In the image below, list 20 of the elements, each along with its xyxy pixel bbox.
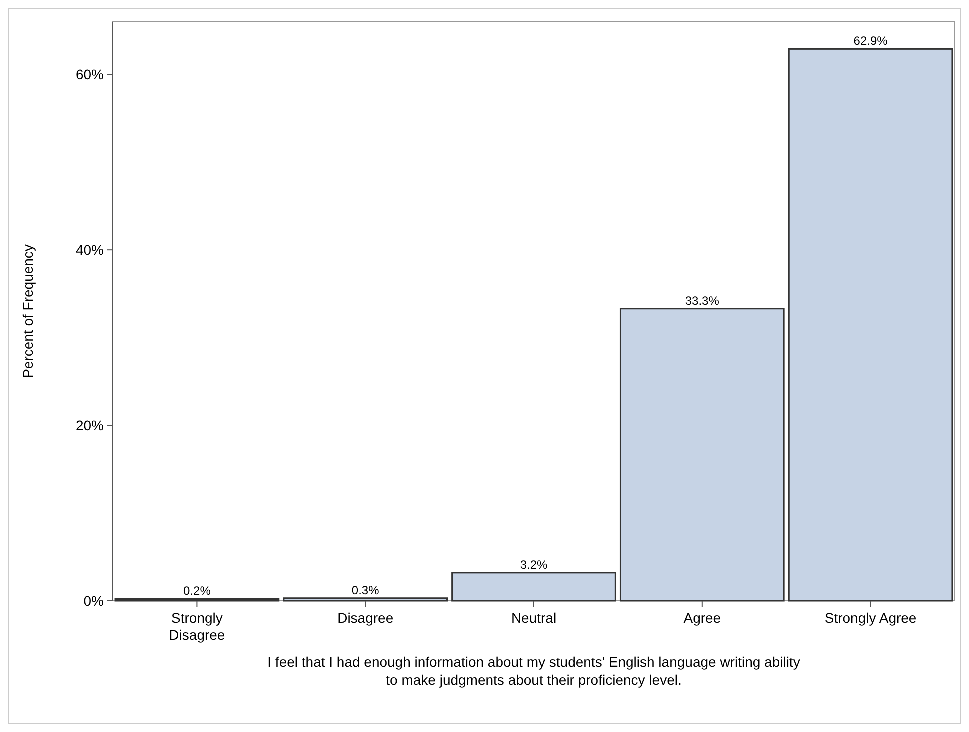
y-tick-label: 0% xyxy=(84,592,104,609)
data-label: 33.3% xyxy=(685,294,720,308)
data-label: 0.3% xyxy=(352,583,380,598)
x-tick-label: Strongly Agree xyxy=(824,610,917,626)
y-tick-label: 40% xyxy=(76,242,104,258)
y-tick-label: 20% xyxy=(76,417,104,434)
bar xyxy=(788,48,954,602)
data-label: 3.2% xyxy=(520,558,548,572)
y-axis-title: Percent of Frequency xyxy=(20,244,36,378)
data-label: 0.2% xyxy=(184,584,212,598)
x-tick-label: Agree xyxy=(684,610,722,626)
bar xyxy=(283,598,448,602)
bar xyxy=(452,572,616,602)
x-tick-label: Neutral xyxy=(511,610,557,626)
x-tick-label: Strongly Disagree xyxy=(169,610,226,643)
x-tick-label: Disagree xyxy=(338,610,394,626)
data-label: 62.9% xyxy=(854,34,888,48)
x-axis-title: I feel that I had enough information about my students' English language writing ability to make judgments about their proficiency level. xyxy=(268,654,800,688)
y-tick-label: 60% xyxy=(76,66,104,83)
bar xyxy=(620,308,785,602)
